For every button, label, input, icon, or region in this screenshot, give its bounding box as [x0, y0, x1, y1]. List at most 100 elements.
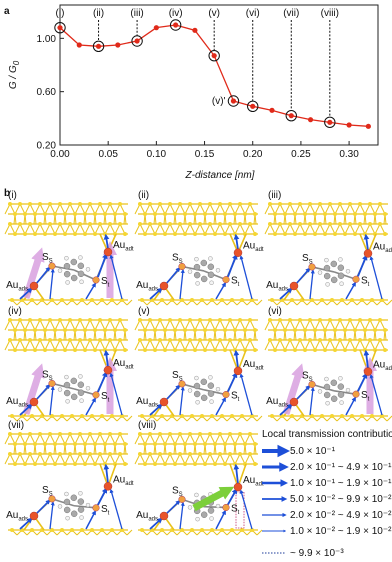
gold-atom — [360, 298, 364, 302]
gold-atom — [298, 318, 302, 322]
gold-atom — [140, 528, 144, 532]
gold-atom — [228, 338, 232, 342]
hydrogen-atom — [345, 269, 351, 274]
gold-atom — [350, 414, 354, 418]
atom-label-base: S — [42, 485, 49, 496]
gold-atom — [228, 452, 232, 456]
gold-atom — [203, 462, 207, 466]
hydrogen-atom — [187, 388, 193, 393]
gold-atom — [368, 202, 372, 206]
gold-atom — [223, 462, 227, 466]
gold-atom — [70, 528, 74, 532]
atom-label: SS — [42, 485, 53, 498]
gold-atom — [63, 442, 67, 446]
gold-atom — [308, 318, 312, 322]
data-point — [269, 107, 275, 113]
gold-atom — [43, 232, 47, 236]
gold-atom — [143, 328, 147, 332]
transmission-arrow — [35, 499, 51, 515]
gold-atom — [118, 452, 122, 456]
gold-atom — [60, 298, 64, 302]
gold-atom — [43, 348, 47, 352]
atom-label-sub: t — [238, 510, 240, 516]
gold-atom — [323, 328, 327, 332]
gold-atom — [73, 212, 77, 216]
hydrogen-atom — [195, 400, 200, 405]
hydrogen-atom — [324, 376, 329, 382]
y-tick-label: 1.00 — [37, 34, 57, 45]
transmission-arrow — [165, 267, 181, 285]
hydrogen-atom — [325, 282, 330, 287]
gold-atom — [18, 222, 22, 226]
gold-atom — [53, 328, 57, 332]
gold-atom — [220, 528, 224, 532]
gold-atom — [363, 328, 367, 332]
gold-atom — [343, 348, 347, 352]
gold-atom — [48, 452, 52, 456]
gold-atom — [183, 212, 187, 216]
hydrogen-atom — [85, 267, 91, 272]
atom-label-sub: ads — [148, 403, 158, 409]
transmission-arrow — [357, 372, 368, 392]
hydrogen-atom — [187, 505, 193, 510]
gold-atom — [113, 328, 117, 332]
atom-label-base: Au — [6, 396, 18, 407]
atom-label: Auadt — [243, 241, 264, 254]
transmission-arrow — [369, 255, 383, 300]
panel-label: b — [4, 188, 10, 199]
gold-atom — [103, 462, 107, 466]
gold-atom — [193, 232, 197, 236]
sulfur-atom — [48, 495, 56, 503]
plot-frame — [59, 4, 379, 146]
carbon-atom — [77, 498, 85, 505]
gold-atom — [23, 442, 27, 446]
sulfur-atom — [48, 262, 56, 270]
gold-atom — [43, 462, 47, 466]
gold-atom — [33, 232, 37, 236]
gold-atom — [370, 298, 374, 302]
sulfur-atom — [308, 380, 316, 388]
atom-label-sub: adt — [125, 481, 134, 487]
atom-label: St — [101, 504, 110, 516]
gold-atom — [143, 442, 147, 446]
gold-atom — [10, 298, 14, 302]
gold-atom — [163, 442, 167, 446]
transmission-arrow — [19, 403, 33, 416]
gold-atom — [153, 462, 157, 466]
atom-label-base: S — [231, 503, 238, 514]
gold-atom — [383, 212, 387, 216]
gold-atom — [233, 442, 237, 446]
carbon-atom — [63, 270, 71, 278]
hydrogen-atom — [64, 374, 69, 380]
gold-atom — [30, 528, 34, 532]
gold-atom — [23, 328, 27, 332]
gold-atom — [153, 442, 157, 446]
gold-atom — [180, 528, 184, 532]
gold-atom — [198, 222, 202, 226]
gold-atom — [348, 222, 352, 226]
gold-atom — [138, 432, 142, 436]
gold-atom — [373, 212, 377, 216]
gold-atom — [323, 348, 327, 352]
atom-label-sub: t — [368, 282, 370, 288]
atom-label-sub: adt — [125, 365, 134, 371]
annotation: (viii) — [321, 8, 339, 19]
atom-label-sub: ads — [278, 287, 288, 293]
gold-atom — [328, 318, 332, 322]
hydrogen-atom — [57, 504, 63, 509]
gold-atom — [298, 338, 302, 342]
gold-atom — [120, 528, 124, 532]
annotation: (vii) — [283, 8, 299, 19]
atom-label: St — [231, 391, 240, 404]
x-tick-label: 0.30 — [339, 149, 359, 160]
gold-atom — [38, 222, 42, 226]
adatom — [363, 367, 373, 376]
gold-atom — [98, 338, 102, 342]
hydrogen-atom — [65, 399, 70, 404]
gold-atom — [318, 338, 322, 342]
gold-atom — [223, 232, 227, 236]
gold-atom — [140, 414, 144, 418]
data-point — [250, 103, 256, 109]
gold-atom — [348, 338, 352, 342]
legend-item: 5.0 × 10⁻¹ — [290, 446, 336, 457]
